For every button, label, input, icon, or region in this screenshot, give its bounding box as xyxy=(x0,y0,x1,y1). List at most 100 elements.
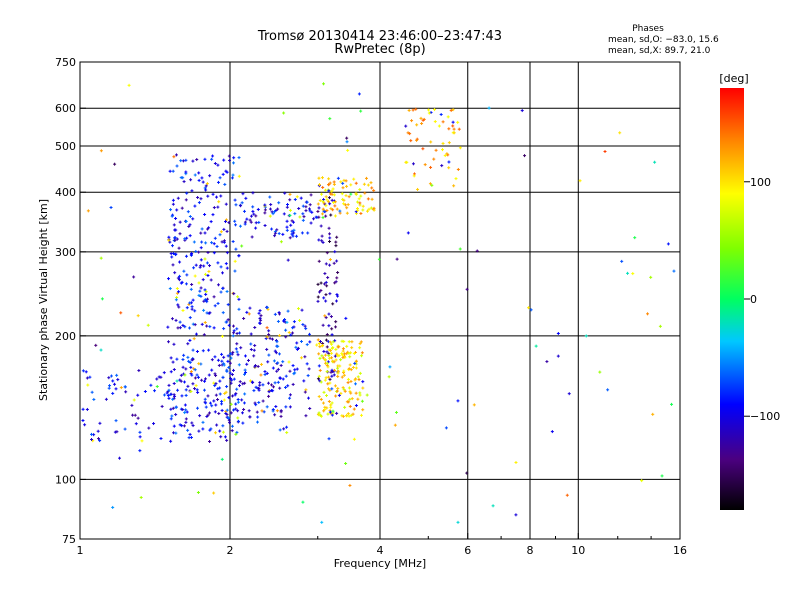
data-point xyxy=(318,198,322,202)
data-point xyxy=(299,196,303,200)
data-point xyxy=(127,83,131,87)
data-point xyxy=(233,269,237,273)
data-point xyxy=(225,438,229,442)
data-point xyxy=(316,299,320,303)
data-point xyxy=(123,427,127,431)
data-point xyxy=(295,367,299,371)
data-point xyxy=(367,207,371,211)
data-point xyxy=(447,166,451,170)
data-point xyxy=(287,330,291,334)
data-point xyxy=(294,345,298,349)
data-point xyxy=(526,306,530,310)
data-point xyxy=(136,393,140,397)
data-point xyxy=(349,413,353,417)
data-point xyxy=(152,422,156,426)
data-point xyxy=(197,250,201,254)
data-point xyxy=(231,394,235,398)
data-point xyxy=(330,327,334,331)
data-point xyxy=(333,200,337,204)
data-point xyxy=(430,183,434,187)
data-point xyxy=(199,258,203,262)
data-point xyxy=(206,251,210,255)
data-point xyxy=(186,210,190,214)
data-point xyxy=(337,393,341,397)
data-point xyxy=(97,437,101,441)
data-point xyxy=(224,390,228,394)
data-point xyxy=(335,352,339,356)
data-point xyxy=(487,106,491,110)
data-point xyxy=(86,383,90,387)
data-point xyxy=(243,354,247,358)
data-point xyxy=(204,184,208,188)
data-point xyxy=(245,310,249,314)
data-point xyxy=(201,420,205,424)
data-point xyxy=(172,155,176,159)
data-point xyxy=(255,410,259,414)
data-point xyxy=(174,216,178,220)
data-point xyxy=(452,127,456,131)
data-point xyxy=(189,287,193,291)
data-point xyxy=(208,311,212,315)
data-point xyxy=(222,227,226,231)
data-point xyxy=(457,127,461,131)
data-point xyxy=(321,216,325,220)
data-point xyxy=(449,108,453,112)
data-point xyxy=(189,253,193,257)
data-point xyxy=(188,432,192,436)
data-point xyxy=(224,244,228,248)
data-point xyxy=(190,373,194,377)
y-tick-label: 750 xyxy=(55,56,76,69)
data-point xyxy=(335,389,339,393)
data-point xyxy=(317,413,321,417)
data-point xyxy=(111,505,115,509)
data-point xyxy=(242,407,246,411)
data-point xyxy=(153,389,157,393)
data-point xyxy=(333,204,337,208)
data-point xyxy=(197,429,201,433)
data-point xyxy=(237,307,241,311)
data-point xyxy=(420,122,424,126)
data-point xyxy=(331,359,335,363)
data-point xyxy=(354,362,358,366)
data-point xyxy=(276,319,280,323)
data-point xyxy=(184,219,188,223)
data-point xyxy=(305,200,309,204)
data-point xyxy=(130,403,134,407)
data-point xyxy=(83,423,87,427)
data-point xyxy=(266,307,270,311)
data-point xyxy=(181,323,185,327)
data-point xyxy=(204,290,208,294)
data-point xyxy=(201,349,205,353)
data-point xyxy=(326,340,330,344)
data-point xyxy=(212,326,216,330)
data-point xyxy=(278,428,282,432)
data-point xyxy=(181,308,185,312)
data-point xyxy=(633,236,637,240)
data-point xyxy=(245,217,249,221)
data-point xyxy=(344,179,348,183)
data-point xyxy=(188,301,192,305)
data-point xyxy=(331,340,335,344)
data-point xyxy=(256,420,260,424)
data-point xyxy=(306,231,310,235)
data-point xyxy=(348,483,352,487)
data-point xyxy=(358,188,362,192)
data-point xyxy=(340,192,344,196)
data-point xyxy=(334,347,338,351)
data-point xyxy=(456,120,460,124)
data-point xyxy=(185,306,189,310)
data-point xyxy=(252,389,256,393)
data-point xyxy=(190,305,194,309)
data-point xyxy=(310,210,314,214)
data-point xyxy=(111,391,115,395)
data-point xyxy=(330,413,334,417)
data-point xyxy=(348,355,352,359)
data-point xyxy=(215,195,219,199)
y-tick-label: 300 xyxy=(55,246,76,259)
data-point xyxy=(259,362,263,366)
data-point xyxy=(404,124,408,128)
data-point xyxy=(174,406,178,410)
data-point xyxy=(203,397,207,401)
data-point xyxy=(195,349,199,353)
data-point xyxy=(666,242,670,246)
